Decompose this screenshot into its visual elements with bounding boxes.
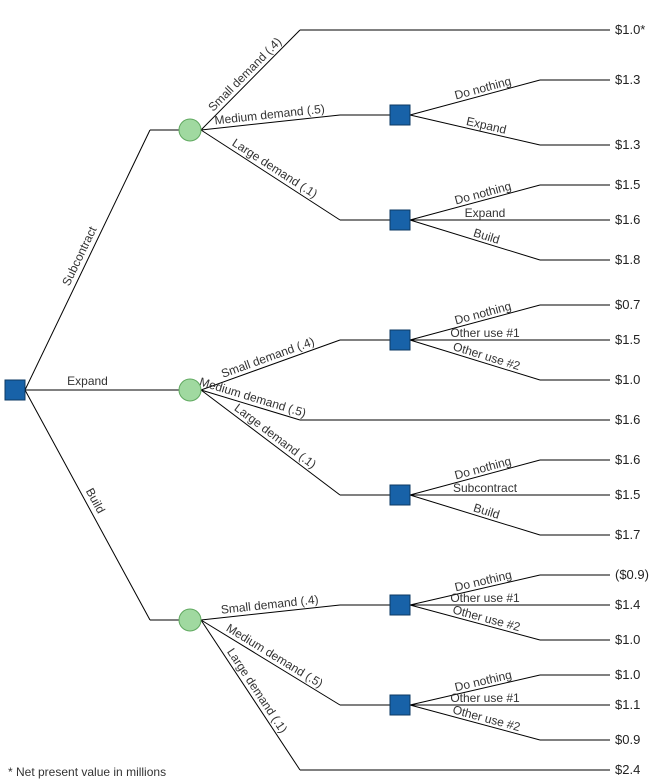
branch-label: Small demand (.4): [219, 334, 316, 380]
branch-label: Medium demand (.5): [214, 102, 326, 128]
payoff-value: $1.3: [615, 72, 640, 87]
decision-node: [390, 330, 410, 350]
payoff-value: $0.7: [615, 297, 640, 312]
decision-tree-diagram: Subcontract Expand Build Small demand (.4) $…: [0, 0, 657, 782]
branch-label: Do nothing: [453, 299, 513, 328]
decision-node: [390, 595, 410, 615]
payoff-value: $1.0*: [615, 22, 645, 37]
payoff-value: ($0.9): [615, 567, 649, 582]
branch-label: Large demand (.1): [230, 136, 320, 201]
branch-label: Other use #1: [450, 691, 520, 705]
footnote: * Net present value in millions: [8, 765, 166, 779]
chance-node: [179, 119, 201, 141]
branch-label: Expand: [465, 114, 508, 137]
decision-node: [390, 485, 410, 505]
root-decision-node: [5, 380, 25, 400]
payoff-value: $1.0: [615, 372, 640, 387]
chance-node: [179, 609, 201, 631]
branch-label: Subcontract: [59, 224, 100, 288]
payoff-value: $1.1: [615, 697, 640, 712]
payoff-value: $1.7: [615, 527, 640, 542]
payoff-value: $1.0: [615, 632, 640, 647]
payoff-value: $1.5: [615, 487, 640, 502]
branch-label: Subcontract: [453, 481, 518, 495]
payoff-value: $0.9: [615, 732, 640, 747]
chance-node: [179, 379, 201, 401]
branch-label: Other use #1: [450, 591, 520, 605]
branch-label: Build: [83, 486, 108, 516]
branch-label: Other use #2: [451, 603, 522, 635]
payoff-value: $1.6: [615, 412, 640, 427]
payoff-value: $1.6: [615, 212, 640, 227]
payoff-value: $1.4: [615, 597, 640, 612]
branch-label: Do nothing: [453, 74, 513, 103]
decision-node: [390, 695, 410, 715]
payoff-value: $1.3: [615, 137, 640, 152]
payoff-value: $1.5: [615, 332, 640, 347]
branch-label: Small demand (.4): [205, 35, 284, 115]
payoff-value: $1.5: [615, 177, 640, 192]
branch-label: Do nothing: [453, 179, 513, 208]
branch-label: Small demand (.4): [220, 592, 319, 616]
decision-node: [390, 210, 410, 230]
payoff-value: $1.0: [615, 667, 640, 682]
payoff-value: $2.4: [615, 762, 640, 777]
payoff-value: $1.8: [615, 252, 640, 267]
payoff-value: $1.6: [615, 452, 640, 467]
branch-label: Expand: [67, 374, 108, 388]
branch-label: Do nothing: [453, 454, 513, 483]
branch-label: Expand: [465, 206, 506, 220]
decision-node: [390, 105, 410, 125]
branch-label: Other use #1: [450, 326, 520, 340]
branch-label: Other use #2: [451, 703, 522, 735]
